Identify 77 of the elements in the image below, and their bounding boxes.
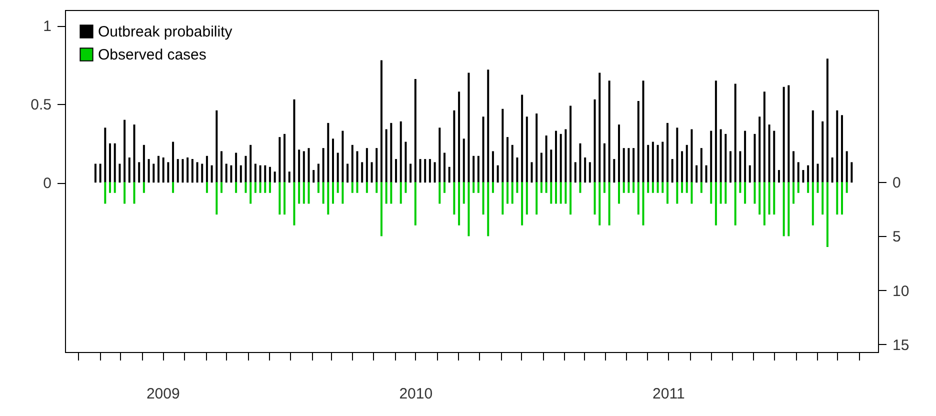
bar bbox=[152, 164, 155, 183]
bar bbox=[729, 151, 732, 183]
bar bbox=[448, 166, 450, 183]
legend-label: Outbreak probability bbox=[98, 24, 233, 40]
bar bbox=[351, 182, 354, 193]
bar bbox=[109, 182, 112, 193]
bar bbox=[172, 182, 174, 193]
bar bbox=[230, 165, 232, 183]
bar bbox=[696, 165, 698, 183]
y2-tick-label: 10 bbox=[892, 282, 910, 300]
y2-tick-label: 5 bbox=[892, 228, 901, 246]
bar bbox=[288, 172, 290, 183]
bar bbox=[376, 182, 378, 193]
bar bbox=[138, 162, 140, 183]
bar bbox=[225, 164, 228, 183]
bar bbox=[850, 162, 853, 183]
bar bbox=[176, 159, 179, 183]
bar bbox=[128, 157, 130, 183]
y2-tick-label: 0 bbox=[892, 174, 901, 192]
bar bbox=[424, 159, 426, 183]
bar bbox=[274, 172, 276, 183]
bar bbox=[647, 182, 650, 193]
bar bbox=[662, 182, 664, 193]
bar bbox=[167, 162, 170, 183]
bar bbox=[240, 165, 242, 183]
bar bbox=[778, 170, 780, 183]
bar bbox=[186, 157, 189, 183]
bar bbox=[802, 170, 804, 183]
bar bbox=[157, 156, 160, 183]
bar bbox=[622, 182, 625, 193]
bar bbox=[652, 182, 654, 193]
x-tick-label: 2010 bbox=[399, 386, 433, 402]
bar bbox=[419, 159, 422, 183]
bar bbox=[162, 157, 164, 183]
bar bbox=[196, 162, 198, 183]
bar bbox=[99, 164, 102, 183]
bar bbox=[671, 159, 674, 183]
bar bbox=[579, 182, 582, 193]
y-tick-label: 0 bbox=[43, 175, 52, 192]
bar bbox=[588, 162, 591, 183]
bar bbox=[346, 164, 349, 183]
bar bbox=[118, 164, 121, 183]
bar bbox=[201, 164, 204, 183]
x-tick-label: 2011 bbox=[652, 386, 685, 402]
bar bbox=[748, 165, 751, 183]
bar bbox=[428, 159, 431, 183]
bar bbox=[496, 165, 499, 183]
bar bbox=[114, 182, 116, 193]
bar bbox=[603, 182, 606, 193]
bar bbox=[530, 162, 533, 183]
bar bbox=[312, 170, 315, 183]
bar bbox=[148, 159, 150, 183]
y2-tick-label: 15 bbox=[892, 336, 910, 354]
bar bbox=[410, 164, 412, 183]
bar bbox=[613, 159, 616, 183]
y-tick-label: 1 bbox=[43, 18, 52, 36]
bar bbox=[705, 165, 708, 183]
bar bbox=[404, 182, 407, 193]
bar bbox=[584, 157, 586, 183]
bar bbox=[395, 159, 398, 183]
bar bbox=[686, 182, 688, 193]
bar bbox=[361, 162, 364, 183]
y-tick-label: 0.5 bbox=[30, 96, 52, 114]
bar bbox=[94, 164, 96, 183]
bar bbox=[434, 162, 436, 183]
bar bbox=[191, 159, 194, 183]
legend-label: Observed cases bbox=[98, 46, 206, 64]
bar bbox=[831, 157, 834, 183]
bar bbox=[656, 182, 659, 193]
bar bbox=[574, 162, 576, 183]
bar bbox=[628, 182, 630, 193]
bar bbox=[545, 182, 548, 193]
bar bbox=[142, 182, 145, 193]
bar bbox=[182, 159, 184, 183]
bar bbox=[210, 165, 213, 183]
x-tick-label: 2009 bbox=[146, 386, 180, 402]
bar bbox=[370, 162, 373, 183]
